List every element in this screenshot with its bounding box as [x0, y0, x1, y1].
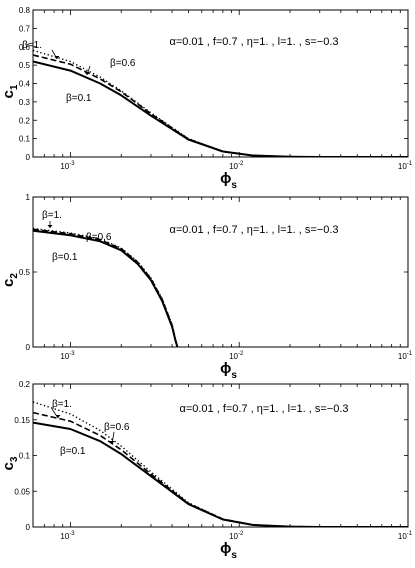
y-tick-label: 0.2	[19, 116, 31, 125]
y-tick-label: 0.05	[14, 487, 30, 496]
x-axis-label: ϕs	[220, 170, 237, 191]
y-tick-label: 0.7	[19, 24, 31, 33]
x-tick-label: 10-2	[229, 531, 244, 541]
x-tick-label: 10-1	[398, 161, 413, 171]
y-tick-label: 0.2	[19, 380, 31, 389]
series-line-dashed	[33, 411, 408, 527]
axes-frame	[32, 9, 409, 158]
curve-label: β=0.1	[66, 93, 92, 104]
y-tick-label: 0	[26, 523, 31, 532]
x-tick-label: 10-1	[398, 351, 413, 361]
y-tick-label: 0.3	[19, 98, 31, 107]
label-arrowhead	[109, 441, 115, 444]
axes-frame	[32, 196, 409, 348]
label-arrowhead	[55, 415, 61, 418]
chart-panel-2: 10-3 10-2 10-1 0 0.5 1 c2 ϕs β=1. β=0.6 β=0.1 α=0.0…	[0, 193, 413, 381]
series-line-solid	[33, 60, 408, 157]
x-tick-label: 10-3	[60, 161, 75, 171]
label-arrowhead	[47, 225, 53, 228]
series-line-solid	[33, 229, 179, 347]
parameter-annotation: α=0.01 , f=0.7 , η=1. , l=1. , s=−0.3	[169, 224, 338, 236]
y-tick-label: 0	[26, 153, 31, 162]
series-line-dotted	[33, 401, 408, 527]
x-axis-label: ϕs	[220, 540, 237, 561]
y-tick-label: 0	[26, 343, 31, 352]
curve-label: β=1.	[42, 210, 62, 221]
curve-label: β=0.6	[86, 232, 112, 243]
y-tick-label: 0.1	[19, 135, 31, 144]
curve-label: β=1.	[52, 399, 72, 410]
y-tick-label: 0.5	[19, 268, 31, 277]
series-line-dashed	[33, 54, 408, 157]
x-axis-label: ϕs	[220, 360, 237, 381]
x-tick-label: 10-1	[398, 531, 413, 541]
y-tick-label: 1	[26, 193, 31, 202]
y-axis-label: c1	[0, 84, 20, 98]
chart-panel-1: 10-3 10-2 10-1 0 0.1 0.2 0.3 0.4 0.5 0.6 0.7 0.8 c1 ϕ…	[0, 6, 413, 191]
x-tick-label: 10-3	[60, 531, 75, 541]
y-tick-label: 0.8	[19, 6, 31, 15]
series-line-solid	[33, 421, 408, 527]
y-axis-label: c3	[0, 456, 20, 470]
label-arrowhead	[54, 56, 60, 59]
curve-label: β=0.6	[104, 422, 130, 433]
x-tick-label: 10-2	[229, 161, 244, 171]
x-tick-label: 10-3	[60, 351, 75, 361]
curve-label: β=1.	[22, 40, 42, 51]
curve-label: β=0.1	[52, 252, 78, 263]
y-tick-label: 0.15	[14, 416, 30, 425]
chart-panel-3: 10-3 10-2 10-1 0 0.05 0.1 0.15 0.2 c3 ϕs β=1. β=0.6…	[0, 380, 413, 561]
y-tick-label: 0.4	[19, 80, 31, 89]
series-line-dotted	[33, 49, 408, 157]
y-axis-label: c2	[0, 273, 20, 287]
y-tick-label: 0.1	[19, 452, 31, 461]
parameter-annotation: α=0.01 , f=0.7 , η=1. , l=1. , s=−0.3	[179, 403, 348, 415]
y-tick-label: 0.6	[19, 43, 31, 52]
x-tick-label: 10-2	[229, 351, 244, 361]
curve-label: β=0.1	[60, 446, 86, 457]
parameter-annotation: α=0.01 , f=0.7 , η=1. , l=1. , s=−0.3	[169, 36, 338, 48]
y-tick-label: 0.5	[19, 61, 31, 70]
curve-label: β=0.6	[110, 58, 136, 69]
label-arrowhead	[84, 72, 90, 75]
